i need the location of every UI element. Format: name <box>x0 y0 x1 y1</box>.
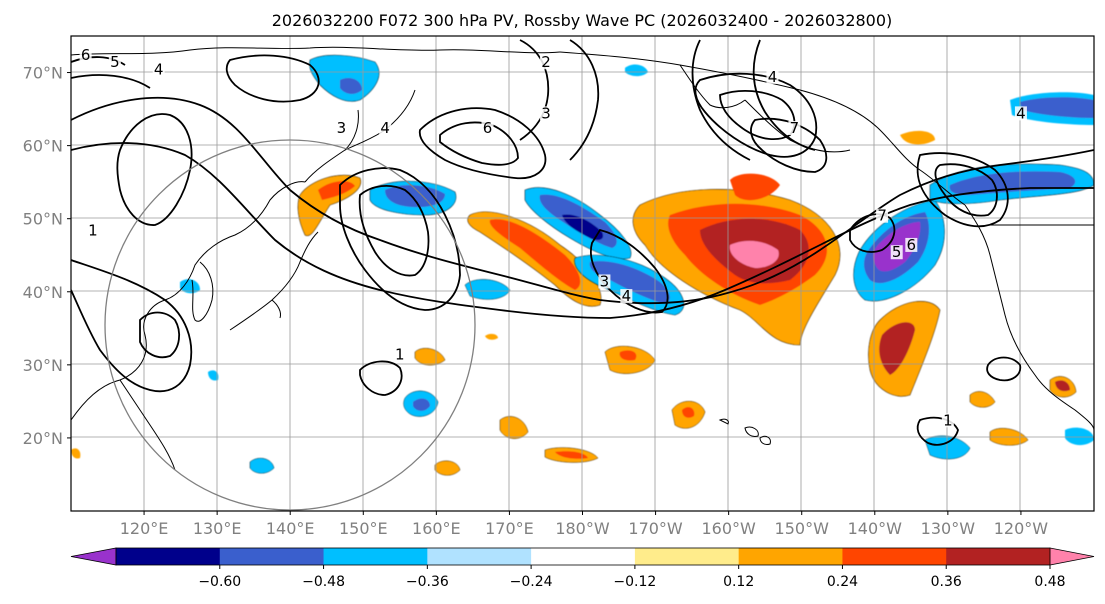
coastlines <box>71 46 1094 471</box>
pv-contour-label: 4 <box>768 68 778 86</box>
lon-tick-label: 150°W <box>775 519 830 538</box>
pv-contour-label-bg <box>152 62 165 77</box>
colorbar-extend-max <box>1049 547 1095 566</box>
pv-contour-label-bg <box>393 347 406 362</box>
colorbar-tick-label: −0.24 <box>510 574 553 590</box>
pv-contour-label-bg <box>905 237 918 252</box>
colorbar-tick-label: 0.48 <box>1034 574 1065 590</box>
positive-anomaly-shading <box>71 130 1077 476</box>
pv-contour-label-bg <box>890 245 903 260</box>
colorbar-segment <box>116 548 221 565</box>
pv-contour-label: 4 <box>1016 104 1026 122</box>
pv-contour-label-bg <box>876 208 889 223</box>
pv-contour-label-bg <box>1014 106 1027 121</box>
lat-tick-label: 20°N <box>23 429 63 448</box>
pv-contour-label: 6 <box>907 236 917 254</box>
pv-contour-label-bg <box>335 121 348 135</box>
colorbar-tick-label: −0.60 <box>198 574 241 590</box>
pv-contour-label: 4 <box>380 119 390 137</box>
colorbar-segment <box>219 548 325 565</box>
figure-title: 2026032200 F072 300 hPa PV, Rossby Wave … <box>272 11 893 30</box>
lon-tick-label: 170°W <box>628 519 683 538</box>
colorbar-tick-label: −0.12 <box>613 574 656 590</box>
pv-contour-label: 7 <box>790 119 800 137</box>
colorbar-tick-label: −0.48 <box>302 574 345 590</box>
pv-contour-label: 6 <box>81 46 91 64</box>
pv-contour-label: 3 <box>541 104 551 122</box>
pv-contour-label: 1 <box>88 221 98 239</box>
lat-tick-label: 50°N <box>23 210 63 229</box>
pv-contour-label: 5 <box>892 243 902 261</box>
lon-tick-label: 150°E <box>339 519 388 538</box>
pv-contour-label-bg <box>79 47 92 62</box>
lon-tick-label: 130°W <box>921 519 976 538</box>
pv-contour-label: 6 <box>483 119 493 137</box>
pv-contour-label: 2 <box>541 53 551 71</box>
pv-contour-label: 3 <box>337 119 347 137</box>
colorbar-segment <box>946 548 1051 565</box>
pv-contour-label-bg <box>941 413 954 428</box>
lon-tick-label: 120°E <box>120 519 169 538</box>
lat-tick-label: 30°N <box>23 356 63 375</box>
lat-tick-label: 40°N <box>23 283 63 302</box>
pv-contours <box>71 39 1094 446</box>
colorbar-segment <box>842 548 947 565</box>
latitude-tick-labels: 20°N 30°N 40°N 50°N 60°N 70°N <box>23 64 71 448</box>
lat-tick-label: 60°N <box>23 137 63 156</box>
pv-contour-label-bg <box>788 121 801 135</box>
pv-contour-label: 1 <box>395 346 405 364</box>
colorbar-tick-label: 0.24 <box>827 574 858 590</box>
colorbar-segment <box>427 548 532 565</box>
colorbar-segment <box>738 548 843 565</box>
lon-tick-label: 170°E <box>485 519 534 538</box>
lon-tick-label: 160°W <box>701 519 756 538</box>
reference-circle <box>104 139 476 511</box>
colorbar-outline <box>115 547 1051 566</box>
lat-tick-label: 70°N <box>23 64 63 83</box>
pv-contour-label-bg <box>539 106 552 121</box>
colorbar-segment <box>531 548 636 565</box>
lon-tick-label: 130°E <box>193 519 242 538</box>
colorbar-tick-label: 0.12 <box>723 574 754 590</box>
pv-contour-label-bg <box>86 223 99 238</box>
colorbar-segment <box>634 548 740 565</box>
colorbar-extend-min <box>70 547 117 566</box>
pv-contour-label: 4 <box>154 61 164 79</box>
pv-contour-label: 4 <box>622 287 632 305</box>
longitude-tick-labels: 120°E 130°E 140°E 150°E 160°E 170°E 180°W 170°W… <box>120 511 1049 538</box>
lon-tick-label: 180°W <box>555 519 610 538</box>
colorbar: −0.60 −0.48 −0.36 −0.24 −0.12 0.12 0.24 0.36 0.4… <box>70 547 1095 590</box>
pv-contour-label: 7 <box>877 207 887 225</box>
lon-tick-label: 140°E <box>266 519 315 538</box>
pv-contour-label-bg <box>766 69 779 84</box>
pv-contour-label: 3 <box>600 272 610 290</box>
pv-contour-label-bg <box>379 121 392 135</box>
pv-contour-label-bg <box>598 274 611 289</box>
pv-contour-label: 1 <box>943 411 953 429</box>
lon-tick-label: 120°W <box>994 519 1049 538</box>
pv-contour-label-bg <box>108 55 121 70</box>
lon-tick-label: 160°E <box>412 519 461 538</box>
colorbar-tick-label: −0.36 <box>406 574 449 590</box>
colorbar-tick-label: 0.36 <box>931 574 962 590</box>
pv-contour-label-bg <box>620 289 633 304</box>
colorbar-segment <box>323 548 428 565</box>
pv-contour-label-bg <box>539 55 552 70</box>
pv-contour-label: 5 <box>110 53 120 71</box>
lon-tick-label: 140°W <box>848 519 903 538</box>
pv-contour-label-bg <box>481 121 494 135</box>
